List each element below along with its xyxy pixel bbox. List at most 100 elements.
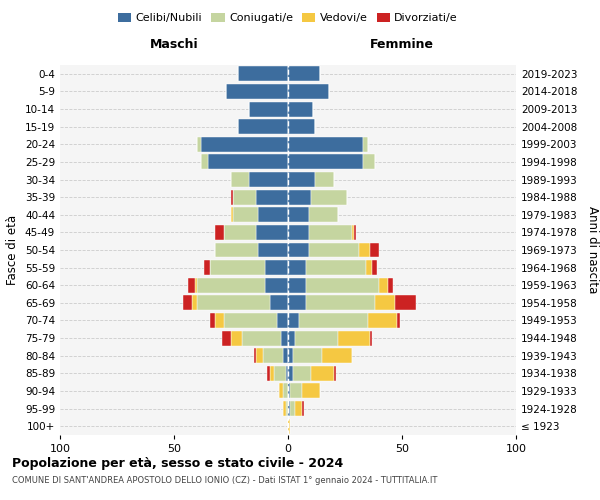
- Bar: [215, 225, 224, 240]
- Bar: [352, 225, 354, 240]
- Bar: [238, 66, 288, 82]
- Bar: [288, 296, 306, 310]
- Bar: [197, 296, 270, 310]
- Bar: [288, 278, 306, 292]
- Bar: [208, 154, 288, 170]
- Bar: [290, 384, 302, 398]
- Bar: [308, 242, 359, 258]
- Bar: [288, 154, 363, 170]
- Bar: [286, 366, 288, 381]
- Bar: [373, 260, 377, 275]
- Bar: [231, 330, 242, 345]
- Bar: [259, 242, 288, 258]
- Bar: [363, 137, 368, 152]
- Bar: [316, 172, 334, 187]
- Bar: [302, 401, 304, 416]
- Bar: [288, 384, 290, 398]
- Bar: [288, 137, 363, 152]
- Bar: [194, 278, 197, 292]
- Bar: [197, 137, 202, 152]
- Bar: [354, 225, 356, 240]
- Bar: [188, 278, 194, 292]
- Bar: [397, 313, 400, 328]
- Text: Femmine: Femmine: [370, 38, 434, 51]
- Bar: [283, 384, 288, 398]
- Bar: [254, 348, 256, 363]
- Bar: [211, 260, 265, 275]
- Legend: Celibi/Nubili, Coniugati/e, Vedovi/e, Divorziati/e: Celibi/Nubili, Coniugati/e, Vedovi/e, Di…: [113, 8, 463, 28]
- Bar: [288, 348, 293, 363]
- Bar: [288, 330, 295, 345]
- Bar: [288, 119, 316, 134]
- Bar: [293, 348, 322, 363]
- Bar: [283, 401, 286, 416]
- Bar: [192, 296, 197, 310]
- Bar: [197, 278, 265, 292]
- Bar: [224, 313, 277, 328]
- Text: Maschi: Maschi: [149, 38, 199, 51]
- Bar: [308, 208, 338, 222]
- Bar: [256, 225, 288, 240]
- Bar: [299, 313, 368, 328]
- Bar: [270, 366, 274, 381]
- Bar: [256, 190, 288, 204]
- Bar: [288, 208, 308, 222]
- Bar: [249, 102, 288, 116]
- Bar: [306, 296, 374, 310]
- Bar: [295, 401, 302, 416]
- Bar: [224, 225, 256, 240]
- Bar: [288, 242, 308, 258]
- Bar: [288, 84, 329, 99]
- Bar: [233, 190, 256, 204]
- Bar: [388, 278, 393, 292]
- Bar: [277, 313, 288, 328]
- Bar: [311, 190, 347, 204]
- Bar: [293, 366, 311, 381]
- Bar: [249, 172, 288, 187]
- Bar: [334, 366, 336, 381]
- Bar: [368, 313, 397, 328]
- Bar: [203, 260, 211, 275]
- Bar: [226, 84, 288, 99]
- Bar: [288, 260, 306, 275]
- Bar: [268, 366, 270, 381]
- Bar: [288, 225, 308, 240]
- Bar: [242, 330, 281, 345]
- Bar: [295, 330, 338, 345]
- Bar: [283, 348, 288, 363]
- Bar: [288, 102, 313, 116]
- Bar: [311, 366, 334, 381]
- Bar: [202, 137, 288, 152]
- Bar: [270, 296, 288, 310]
- Bar: [288, 172, 316, 187]
- Bar: [338, 330, 370, 345]
- Bar: [288, 418, 290, 434]
- Bar: [233, 208, 259, 222]
- Bar: [288, 66, 320, 82]
- Bar: [290, 401, 295, 416]
- Bar: [215, 242, 259, 258]
- Y-axis label: Anni di nascita: Anni di nascita: [586, 206, 599, 294]
- Bar: [231, 172, 249, 187]
- Y-axis label: Fasce di età: Fasce di età: [7, 215, 19, 285]
- Bar: [322, 348, 352, 363]
- Bar: [183, 296, 192, 310]
- Bar: [265, 260, 288, 275]
- Bar: [259, 208, 288, 222]
- Bar: [363, 154, 374, 170]
- Bar: [288, 190, 311, 204]
- Text: COMUNE DI SANT'ANDREA APOSTOLO DELLO IONIO (CZ) - Dati ISTAT 1° gennaio 2024 - T: COMUNE DI SANT'ANDREA APOSTOLO DELLO ION…: [12, 476, 437, 485]
- Bar: [202, 154, 208, 170]
- Bar: [395, 296, 416, 310]
- Bar: [279, 384, 283, 398]
- Bar: [222, 330, 231, 345]
- Bar: [263, 348, 283, 363]
- Bar: [238, 119, 288, 134]
- Bar: [308, 225, 352, 240]
- Bar: [256, 348, 263, 363]
- Bar: [288, 313, 299, 328]
- Bar: [370, 242, 379, 258]
- Text: Popolazione per età, sesso e stato civile - 2024: Popolazione per età, sesso e stato civil…: [12, 458, 343, 470]
- Bar: [231, 208, 233, 222]
- Bar: [302, 384, 320, 398]
